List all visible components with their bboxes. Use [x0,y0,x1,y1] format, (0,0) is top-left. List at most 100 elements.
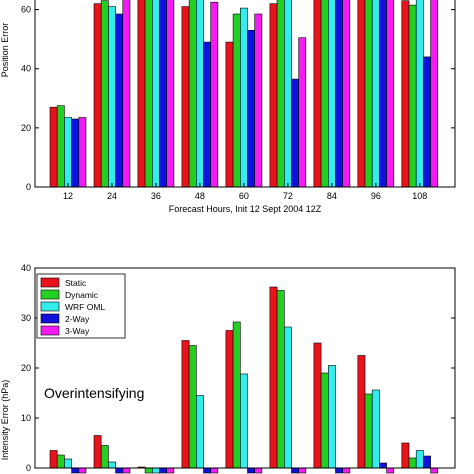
bar-3-way-96 [386,0,395,188]
bar-static-72 [269,286,278,469]
bar-dynamic-12 [56,105,65,188]
position-error-y-ticks: 0 20 40 60 [21,5,455,192]
bar-2-way-84 [335,467,343,474]
bar-2-way-72 [291,78,299,188]
intensity-error-bars [49,286,439,474]
bar-dynamic-84 [320,0,329,188]
bar-2-way-48 [203,41,211,188]
y-tick-label: 10 [21,413,31,423]
legend-swatch-static [40,277,60,288]
bar-2-way-108 [423,455,431,469]
bar-wrf-oml-48 [196,395,204,469]
bar-dynamic-60 [232,321,241,469]
bar-dynamic-96 [364,0,373,188]
x-tick-label: 108 [412,191,427,201]
bar-static-96 [357,355,366,469]
bar-wrf-oml-84 [327,365,336,469]
bar-2-way-24 [115,13,124,188]
bar-dynamic-36 [144,0,153,188]
y-tick-label: 20 [21,363,31,373]
x-tick-label: 72 [283,191,293,201]
intensity-error-y-label: Intensity Error (hPa) [0,380,10,461]
bar-dynamic-60 [232,13,241,188]
overintensifying-annotation: Overintensifying [44,385,144,401]
position-error-axes-frame [34,0,456,188]
bar-dynamic-96 [364,393,373,469]
bar-2-way-60 [247,467,255,474]
bar-3-way-84 [342,0,351,188]
legend-label-static: Static [65,278,87,288]
bar-2-way-72 [291,467,299,474]
bar-3-way-36 [166,467,175,474]
bar-wrf-oml-72 [283,0,292,188]
position-error-x-ticks: 12 24 36 48 60 72 84 96 108 [63,183,427,201]
intensity-error-y-ticks: 0 10 20 30 40 [21,263,455,473]
bar-3-way-72 [298,467,307,474]
bar-wrf-oml-24 [108,461,116,469]
bar-2-way-96 [379,462,387,469]
bar-3-way-12 [78,117,87,188]
bar-wrf-oml-96 [371,389,380,469]
position-error-bars [49,0,439,188]
bar-dynamic-24 [100,445,109,469]
bar-wrf-oml-48 [196,0,204,188]
x-tick-label: 96 [371,191,381,201]
bar-dynamic-84 [320,372,329,469]
bar-3-way-84 [342,467,351,474]
bar-3-way-24 [122,467,131,474]
x-tick-label: 12 [63,191,73,201]
bar-3-way-12 [78,467,87,474]
bar-static-24 [93,3,102,188]
bar-2-way-36 [159,0,167,188]
legend-swatch-2-way [40,313,60,324]
bar-3-way-48 [210,467,219,474]
x-tick-label: 24 [107,191,117,201]
bar-static-84 [313,342,322,469]
bar-wrf-oml-60 [240,373,248,469]
bar-static-96 [357,0,366,188]
bar-static-84 [313,0,322,188]
bar-static-60 [225,41,234,188]
bar-wrf-oml-60 [240,7,248,188]
bar-dynamic-108 [408,457,417,469]
bar-wrf-oml-12 [64,458,72,469]
legend-label-3-way: 3-Way [65,326,90,336]
bar-3-way-60 [254,13,263,188]
bar-3-way-72 [298,37,307,188]
bar-static-12 [49,106,58,188]
legend-swatch-wrf-oml [40,301,60,312]
bar-2-way-108 [423,56,431,188]
position-error-x-label: Forecast Hours, Init 12 Sept 2004 12Z [169,204,322,214]
bar-wrf-oml-84 [327,0,336,188]
legend-label-dynamic: Dynamic [65,290,99,300]
bar-wrf-oml-24 [108,6,116,188]
bar-wrf-oml-96 [371,0,380,188]
legend-label-wrf-oml: WRF OML [65,302,105,312]
bar-3-way-36 [166,0,175,188]
bar-static-12 [49,450,58,469]
legend: Static Dynamic WRF OML 2-Way 3-Way [36,273,126,339]
bar-wrf-oml-108 [415,0,424,188]
legend-swatch-3-way [40,325,60,336]
bar-dynamic-36 [144,467,153,474]
bar-dynamic-72 [276,290,285,469]
bar-3-way-108 [430,467,439,474]
bar-3-way-96 [386,467,395,474]
bar-static-36 [137,0,146,188]
bar-2-way-12 [71,467,80,474]
bar-wrf-oml-72 [283,326,292,469]
bar-dynamic-72 [276,0,285,188]
bar-dynamic-12 [56,454,65,469]
legend-label-2-way: 2-Way [65,314,90,324]
x-tick-label: 48 [195,191,205,201]
bar-2-way-24 [115,467,124,474]
y-tick-label: 30 [21,313,31,323]
bar-2-way-60 [247,29,255,188]
y-tick-label: 40 [21,64,31,74]
position-error-y-label: Position Error [0,23,10,78]
bar-3-way-24 [122,0,131,188]
bar-static-24 [93,435,102,469]
bar-dynamic-24 [100,0,109,188]
position-error-chart: 0 20 40 60 12 24 36 48 60 72 84 96 108 Position Err… [0,0,456,214]
